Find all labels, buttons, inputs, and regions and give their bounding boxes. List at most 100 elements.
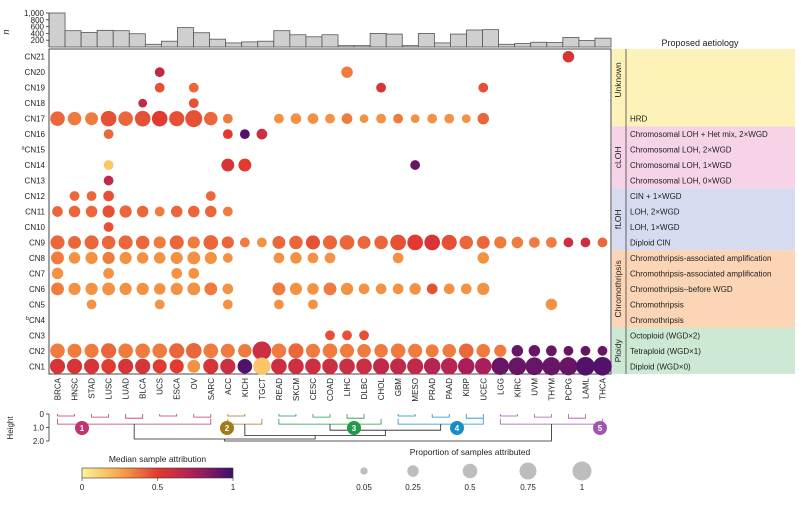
attribution-dot (154, 82, 165, 93)
attribution-dot (222, 253, 233, 263)
cancer-type-label: PRAD (428, 378, 437, 400)
size-legend-label: 0.75 (520, 483, 536, 492)
attribution-dot (103, 129, 114, 140)
aetiology-label: Tetraploid (WGD×1) (630, 347, 701, 356)
dot-layer (49, 50, 612, 376)
attribution-dot (390, 358, 407, 375)
signature-label: CN19 (25, 84, 46, 93)
cancer-type-label: STAD (88, 378, 97, 399)
attribution-dot (119, 251, 132, 265)
signature-label: CN14 (25, 161, 46, 170)
attribution-dot (169, 111, 185, 127)
dendrogram-tick-label: 1.0 (33, 424, 45, 433)
attribution-dot (410, 114, 420, 124)
attribution-dot (118, 111, 133, 126)
dendrogram-link (568, 414, 586, 419)
attribution-dot (460, 283, 472, 295)
attribution-dot (593, 356, 612, 376)
attribution-dot (375, 283, 387, 295)
attribution-dot (169, 343, 185, 359)
attribution-dot (358, 283, 370, 295)
histogram-bar (385, 33, 403, 48)
histogram-bar (289, 34, 307, 48)
attribution-dot (325, 113, 335, 124)
aetiology-group-band (612, 126, 795, 189)
aetiology-group-band (612, 188, 795, 251)
attribution-dot (85, 282, 98, 295)
attribution-dot (222, 299, 233, 310)
cluster-badge (593, 421, 607, 435)
signature-label: aCN15 (21, 146, 45, 155)
attribution-dot (409, 283, 421, 295)
attribution-dot (170, 205, 183, 218)
aetiology-label: Chromosomal LOH, 2×WGD (630, 146, 732, 155)
attribution-dot (84, 358, 100, 374)
histogram-bar (241, 41, 259, 48)
cancer-type-label: PAAD (445, 378, 454, 399)
histogram-bar (80, 31, 98, 48)
attribution-dot (84, 343, 99, 358)
attribution-dot (154, 299, 165, 310)
size-legend-label: 1 (580, 483, 585, 492)
histogram-bar (112, 30, 130, 48)
size-legend-label: 0.25 (405, 483, 421, 492)
aetiology-label: LOH, 1×WGD (630, 223, 680, 232)
size-legend-dot (462, 463, 478, 479)
dendrogram-link (465, 414, 484, 419)
dendrogram-link (329, 424, 442, 431)
attribution-dot (477, 112, 490, 125)
cancer-type-label: SKCM (292, 378, 301, 401)
attribution-dot (390, 234, 406, 251)
attribution-dot (410, 160, 421, 170)
dendrogram-link (533, 414, 552, 418)
attribution-dot (51, 267, 64, 280)
signature-label: CN13 (25, 177, 46, 186)
attribution-dot (274, 299, 284, 310)
cancer-type-label: THCA (598, 377, 607, 399)
attribution-dot (68, 236, 81, 249)
attribution-dot (185, 342, 202, 359)
attribution-dot (307, 283, 319, 295)
attribution-dot (86, 299, 97, 310)
aetiology-header: Proposed aetiology (661, 38, 739, 48)
attribution-dot (188, 268, 200, 279)
attribution-dot (511, 236, 524, 249)
histogram-bar (498, 43, 516, 48)
cancer-type-label: BLCA (139, 377, 148, 399)
attribution-dot (325, 330, 335, 341)
attribution-dot (204, 251, 217, 265)
attribution-dot (51, 251, 64, 265)
attribution-dot (67, 343, 82, 358)
histogram-bar (450, 33, 467, 48)
attribution-dot (136, 282, 149, 295)
attribution-dot (477, 252, 490, 264)
attribution-dot (546, 237, 557, 248)
aetiology-label: HRD (630, 115, 648, 124)
attribution-dot (563, 237, 574, 248)
histogram-bar (321, 34, 339, 48)
attribution-dot (546, 345, 557, 357)
attribution-dot (101, 343, 117, 359)
attribution-dot (441, 234, 457, 251)
attribution-dot (188, 98, 199, 109)
attribution-dot (444, 113, 455, 124)
attribution-dot (305, 358, 321, 375)
attribution-dot (474, 357, 492, 375)
histogram-ylabel: n (1, 29, 11, 34)
attribution-dot (103, 190, 114, 202)
cluster-badge (220, 421, 234, 435)
aetiology-label: Chromothripsis-associated amplification (630, 269, 771, 278)
cancer-type-label: READ (275, 378, 284, 400)
cluster-badge-label: 3 (352, 424, 357, 433)
attribution-dot (204, 111, 218, 126)
attribution-dot (356, 358, 372, 375)
attribution-dot (562, 50, 575, 63)
cancer-type-label: ESCA (173, 377, 182, 399)
attribution-dot (426, 283, 438, 295)
aetiology-label: Chromothripsis–before WGD (630, 285, 733, 294)
attribution-dot (274, 113, 284, 124)
attribution-dot (339, 235, 355, 250)
signature-label: CN10 (25, 223, 46, 232)
attribution-dot (322, 358, 338, 375)
attribution-dot (494, 236, 507, 249)
